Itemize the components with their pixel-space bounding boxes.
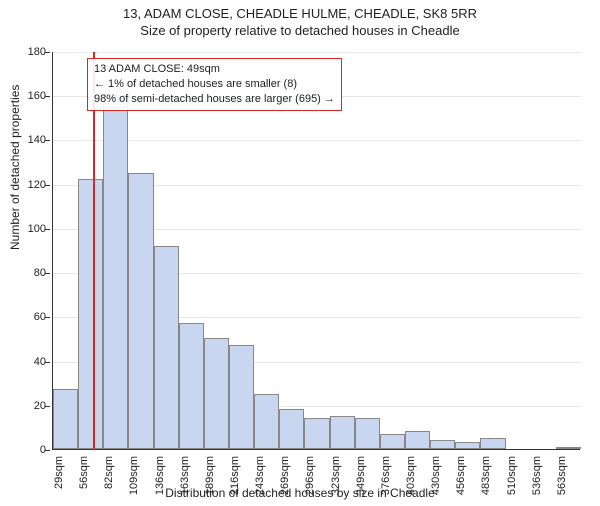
histogram-chart: 02040608010012014016018029sqm56sqm82sqm1…: [52, 52, 580, 450]
y-tick-label: 80: [16, 267, 46, 279]
page-title-subtitle: Size of property relative to detached ho…: [0, 23, 600, 38]
y-tick-label: 140: [16, 134, 46, 146]
annotation-line: 13 ADAM CLOSE: 49sqm: [94, 62, 335, 77]
histogram-bar: [304, 418, 329, 449]
y-tick-label: 0: [16, 444, 46, 456]
histogram-bar: [455, 442, 480, 449]
annotation-line: 98% of semi-detached houses are larger (…: [94, 92, 335, 107]
histogram-bar: [254, 394, 279, 449]
gridline: [53, 140, 581, 141]
histogram-bar: [330, 416, 355, 449]
histogram-bar: [154, 246, 179, 449]
y-tick-label: 100: [16, 223, 46, 235]
histogram-bar: [556, 447, 581, 449]
histogram-bar: [480, 438, 505, 449]
histogram-bar: [103, 95, 128, 449]
gridline: [53, 52, 581, 53]
y-tick-label: 20: [16, 400, 46, 412]
histogram-bar: [179, 323, 204, 449]
y-tick-label: 60: [16, 311, 46, 323]
y-tick-label: 160: [16, 90, 46, 102]
histogram-bar: [78, 179, 103, 449]
histogram-bar: [53, 389, 78, 449]
y-tick-label: 40: [16, 356, 46, 368]
plot-area: 02040608010012014016018029sqm56sqm82sqm1…: [52, 52, 580, 450]
histogram-bar: [355, 418, 380, 449]
histogram-bar: [405, 431, 430, 449]
histogram-bar: [430, 440, 455, 449]
annotation-box: 13 ADAM CLOSE: 49sqm← 1% of detached hou…: [87, 58, 342, 111]
histogram-bar: [229, 345, 254, 449]
histogram-bar: [380, 434, 405, 449]
y-tick-label: 180: [16, 46, 46, 58]
annotation-line: ← 1% of detached houses are smaller (8): [94, 77, 335, 92]
histogram-bar: [279, 409, 304, 449]
histogram-bar: [204, 338, 229, 449]
histogram-bar: [128, 173, 153, 449]
x-axis-label: Distribution of detached houses by size …: [0, 486, 600, 500]
property-marker-line: [93, 52, 95, 450]
page-title-address: 13, ADAM CLOSE, CHEADLE HULME, CHEADLE, …: [0, 6, 600, 21]
y-tick-label: 120: [16, 179, 46, 191]
